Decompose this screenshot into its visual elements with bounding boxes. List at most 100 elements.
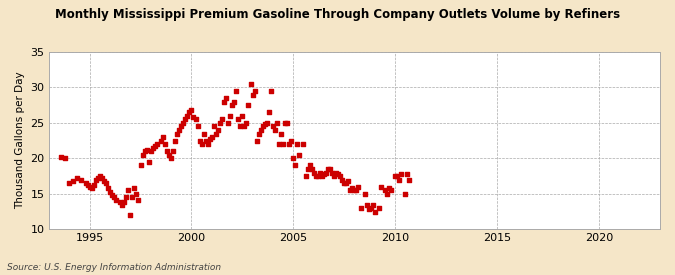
Point bbox=[392, 174, 402, 178]
Point bbox=[163, 153, 174, 157]
Point bbox=[400, 192, 411, 196]
Point bbox=[375, 185, 386, 189]
Point bbox=[365, 206, 376, 210]
Point bbox=[337, 177, 348, 182]
Point bbox=[167, 149, 178, 153]
Point bbox=[369, 209, 380, 214]
Point bbox=[165, 156, 176, 161]
Point bbox=[139, 149, 150, 153]
Point bbox=[72, 176, 83, 180]
Point bbox=[279, 121, 290, 125]
Point bbox=[215, 121, 225, 125]
Point bbox=[68, 179, 79, 183]
Point bbox=[277, 142, 288, 146]
Point bbox=[157, 135, 168, 139]
Point bbox=[404, 177, 415, 182]
Point bbox=[273, 142, 284, 146]
Point bbox=[235, 124, 246, 129]
Point bbox=[172, 131, 183, 136]
Point bbox=[88, 183, 99, 188]
Text: Monthly Mississippi Premium Gasoline Through Company Outlets Volume by Refiners: Monthly Mississippi Premium Gasoline Thr… bbox=[55, 8, 620, 21]
Point bbox=[284, 142, 294, 146]
Point bbox=[304, 163, 315, 168]
Point bbox=[82, 183, 93, 188]
Point bbox=[198, 131, 209, 136]
Point bbox=[321, 170, 331, 175]
Point bbox=[367, 202, 378, 207]
Point bbox=[229, 100, 240, 104]
Point bbox=[394, 177, 404, 182]
Point bbox=[333, 172, 344, 176]
Point bbox=[115, 200, 126, 205]
Point bbox=[176, 124, 187, 129]
Point bbox=[186, 108, 197, 112]
Point bbox=[335, 174, 346, 178]
Point bbox=[259, 122, 270, 127]
Point bbox=[190, 117, 201, 122]
Point bbox=[169, 139, 180, 143]
Point bbox=[92, 175, 103, 180]
Point bbox=[80, 181, 91, 185]
Point bbox=[286, 139, 297, 143]
Point bbox=[269, 128, 280, 132]
Point bbox=[257, 124, 268, 129]
Point bbox=[319, 172, 329, 176]
Point bbox=[147, 145, 158, 150]
Point bbox=[245, 82, 256, 86]
Point bbox=[207, 135, 217, 139]
Point bbox=[263, 110, 274, 114]
Point bbox=[99, 179, 109, 183]
Point bbox=[349, 188, 360, 192]
Point bbox=[180, 117, 191, 122]
Point bbox=[188, 115, 199, 119]
Point bbox=[294, 153, 305, 157]
Point bbox=[196, 142, 207, 146]
Point bbox=[145, 149, 156, 153]
Point bbox=[373, 206, 384, 210]
Point bbox=[131, 192, 142, 196]
Point bbox=[149, 144, 160, 148]
Point bbox=[127, 195, 138, 200]
Point bbox=[341, 181, 352, 185]
Point bbox=[306, 167, 317, 171]
Point bbox=[302, 167, 313, 171]
Point bbox=[247, 92, 258, 97]
Point bbox=[111, 197, 122, 202]
Point bbox=[60, 156, 71, 161]
Point bbox=[329, 174, 340, 178]
Point bbox=[343, 179, 354, 183]
Point bbox=[159, 142, 170, 146]
Point bbox=[385, 188, 396, 192]
Point bbox=[300, 174, 311, 178]
Point bbox=[315, 170, 325, 175]
Point bbox=[55, 155, 66, 159]
Point bbox=[241, 121, 252, 125]
Point bbox=[292, 142, 303, 146]
Point bbox=[290, 163, 301, 168]
Point bbox=[125, 213, 136, 217]
Point bbox=[200, 139, 211, 143]
Point bbox=[141, 148, 152, 152]
Point bbox=[325, 167, 335, 171]
Point bbox=[396, 172, 406, 176]
Point bbox=[317, 174, 327, 178]
Point bbox=[135, 163, 146, 168]
Point bbox=[298, 142, 309, 146]
Point bbox=[353, 185, 364, 189]
Point bbox=[271, 121, 282, 125]
Point bbox=[231, 89, 242, 93]
Point bbox=[339, 181, 350, 185]
Point bbox=[117, 202, 128, 207]
Point bbox=[253, 131, 264, 136]
Point bbox=[84, 185, 95, 189]
Point bbox=[202, 142, 213, 146]
Point bbox=[178, 121, 189, 125]
Point bbox=[363, 207, 374, 212]
Point bbox=[221, 96, 232, 100]
Text: Source: U.S. Energy Information Administration: Source: U.S. Energy Information Administ… bbox=[7, 263, 221, 272]
Point bbox=[281, 121, 292, 125]
Point bbox=[119, 200, 130, 205]
Point bbox=[383, 186, 394, 190]
Point bbox=[213, 128, 223, 132]
Point bbox=[194, 139, 205, 143]
